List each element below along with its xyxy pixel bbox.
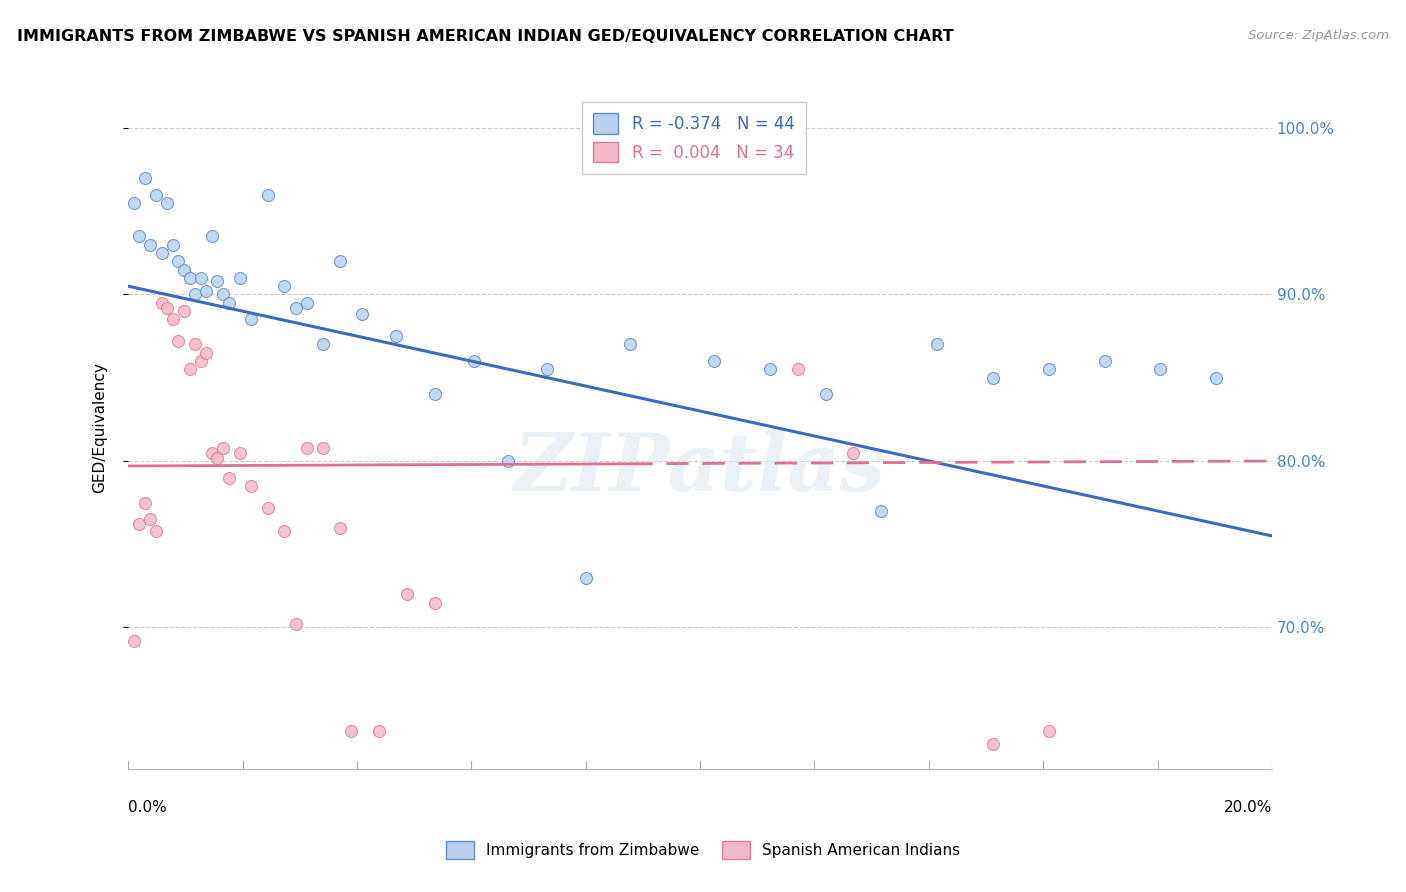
Point: [329, 254, 352, 268]
Point: [423, 387, 446, 401]
Point: [229, 270, 252, 285]
Point: [1038, 362, 1060, 376]
Point: [1038, 723, 1060, 738]
Point: [179, 362, 201, 376]
Point: [145, 524, 167, 538]
Point: [122, 195, 145, 210]
Point: [256, 500, 278, 515]
Point: [201, 229, 224, 244]
Point: [128, 229, 150, 244]
Point: [273, 524, 295, 538]
Point: [212, 441, 235, 455]
Point: [352, 308, 374, 322]
Point: [139, 512, 162, 526]
Text: ZIPatlas: ZIPatlas: [515, 430, 886, 508]
Point: [329, 520, 352, 534]
Point: [295, 441, 318, 455]
Point: [179, 270, 201, 285]
Point: [786, 362, 808, 376]
Text: IMMIGRANTS FROM ZIMBABWE VS SPANISH AMERICAN INDIAN GED/EQUIVALENCY CORRELATION : IMMIGRANTS FROM ZIMBABWE VS SPANISH AMER…: [17, 29, 953, 44]
Point: [212, 287, 235, 301]
Point: [619, 337, 641, 351]
Point: [814, 387, 837, 401]
Text: 20.0%: 20.0%: [1223, 799, 1272, 814]
Point: [145, 187, 167, 202]
Point: [195, 284, 218, 298]
Point: [1149, 362, 1171, 376]
Point: [368, 723, 391, 738]
Legend: R = -0.374   N = 44, R =  0.004   N = 34: R = -0.374 N = 44, R = 0.004 N = 34: [582, 102, 806, 174]
Point: [981, 737, 1004, 751]
Point: [340, 723, 363, 738]
Point: [173, 262, 195, 277]
Legend: Immigrants from Zimbabwe, Spanish American Indians: Immigrants from Zimbabwe, Spanish Americ…: [440, 835, 966, 864]
Point: [128, 517, 150, 532]
Point: [312, 337, 335, 351]
Point: [190, 270, 212, 285]
Point: [1205, 370, 1227, 384]
Point: [239, 479, 262, 493]
Point: [139, 237, 162, 252]
Point: [575, 570, 598, 584]
Point: [463, 354, 485, 368]
Y-axis label: GED/Equivalency: GED/Equivalency: [93, 362, 107, 493]
Text: Source: ZipAtlas.com: Source: ZipAtlas.com: [1249, 29, 1389, 42]
Point: [239, 312, 262, 326]
Point: [842, 445, 865, 459]
Point: [312, 441, 335, 455]
Point: [184, 337, 207, 351]
Text: 0.0%: 0.0%: [128, 799, 167, 814]
Point: [758, 362, 780, 376]
Point: [156, 195, 179, 210]
Point: [162, 312, 184, 326]
Point: [256, 187, 278, 202]
Point: [284, 617, 307, 632]
Point: [195, 345, 218, 359]
Point: [396, 587, 419, 601]
Point: [273, 279, 295, 293]
Point: [284, 301, 307, 315]
Point: [207, 450, 229, 465]
Point: [201, 445, 224, 459]
Point: [981, 370, 1004, 384]
Point: [190, 354, 212, 368]
Point: [385, 329, 408, 343]
Point: [167, 254, 190, 268]
Point: [150, 295, 173, 310]
Point: [150, 245, 173, 260]
Point: [1094, 354, 1116, 368]
Point: [423, 595, 446, 609]
Point: [927, 337, 949, 351]
Point: [218, 470, 240, 484]
Point: [229, 445, 252, 459]
Point: [184, 287, 207, 301]
Point: [218, 295, 240, 310]
Point: [134, 170, 156, 185]
Point: [156, 301, 179, 315]
Point: [295, 295, 318, 310]
Point: [496, 454, 519, 468]
Point: [870, 504, 893, 518]
Point: [134, 495, 156, 509]
Point: [122, 633, 145, 648]
Point: [162, 237, 184, 252]
Point: [536, 362, 558, 376]
Point: [703, 354, 725, 368]
Point: [207, 274, 229, 288]
Point: [167, 334, 190, 348]
Point: [173, 304, 195, 318]
